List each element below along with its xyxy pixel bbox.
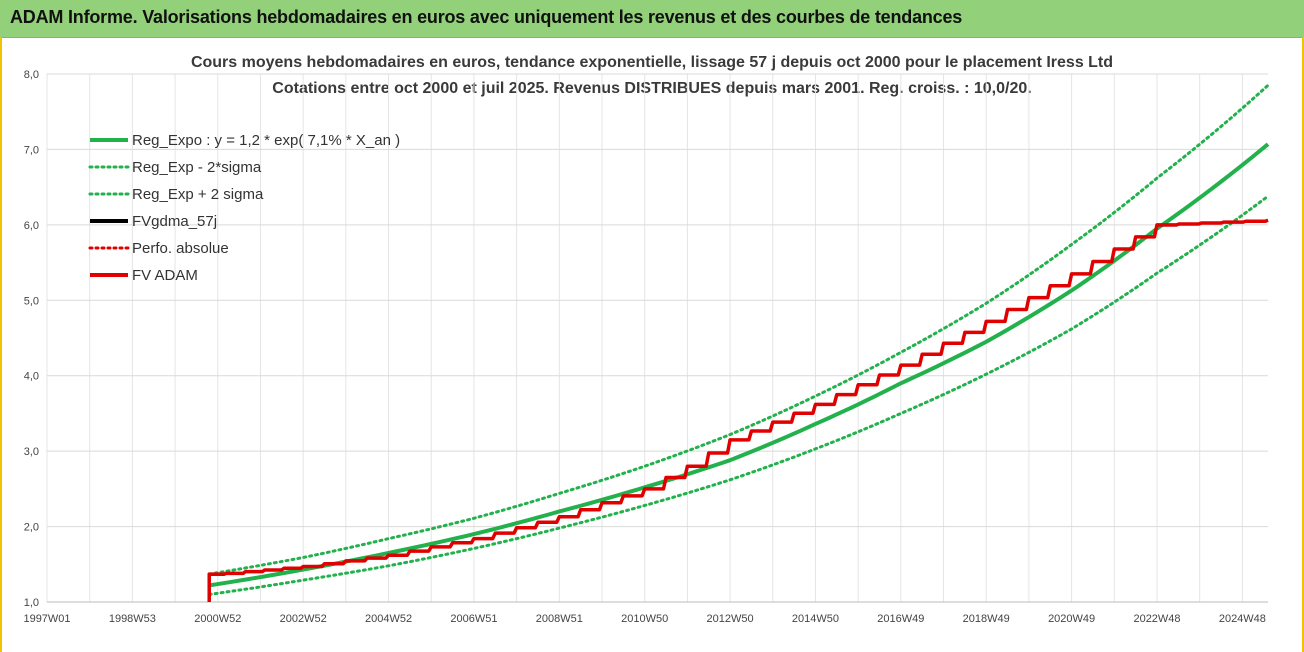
x-tick-label: 2020W49 bbox=[1048, 613, 1095, 625]
x-tick-label: 2000W52 bbox=[194, 613, 241, 625]
x-tick-label: 2018W49 bbox=[963, 613, 1010, 625]
chart-subtitle: Cotations entre oct 2000 et juil 2025. R… bbox=[272, 80, 1032, 97]
y-tick-label: 6,0 bbox=[24, 220, 39, 232]
series-line-reg_exp bbox=[207, 83, 1270, 576]
x-tick-label: 2010W50 bbox=[621, 613, 668, 625]
x-tick-label: 2016W49 bbox=[877, 613, 924, 625]
legend-label: Reg_Expo : y = 1,2 * exp( 7,1% * X_an ) bbox=[132, 132, 400, 149]
x-tick-label: 2022W48 bbox=[1133, 613, 1180, 625]
series-line-reg_exp bbox=[207, 194, 1270, 596]
legend-label: FVgdma_57j bbox=[132, 213, 217, 230]
series-line-fvgdma_57j bbox=[208, 219, 1269, 599]
chart-title: Cours moyens hebdomadaires en euros, ten… bbox=[190, 54, 1114, 71]
x-tick-label: 2024W48 bbox=[1219, 613, 1266, 625]
y-tick-label: 5,0 bbox=[24, 295, 39, 307]
chart-area bbox=[0, 37, 1304, 652]
x-tick-label: 2006W51 bbox=[450, 613, 497, 625]
x-tick-label: 1997W01 bbox=[23, 613, 70, 625]
legend-label: Reg_Exp + 2 sigma bbox=[132, 186, 264, 203]
legend-label: Perfo. absolue bbox=[132, 240, 229, 257]
y-tick-label: 2,0 bbox=[24, 522, 39, 534]
x-tick-label: 2002W52 bbox=[280, 613, 327, 625]
legend-label: Reg_Exp - 2*sigma bbox=[132, 159, 262, 176]
legend-label: FV ADAM bbox=[132, 267, 198, 284]
x-tick-label: 2014W50 bbox=[792, 613, 839, 625]
x-tick-label: 2004W52 bbox=[365, 613, 412, 625]
series-line-reg_expo bbox=[208, 142, 1270, 588]
series-line-fv bbox=[207, 218, 1269, 602]
y-tick-label: 1,0 bbox=[24, 597, 39, 609]
y-tick-label: 3,0 bbox=[24, 446, 39, 458]
y-tick-label: 7,0 bbox=[24, 144, 39, 156]
y-tick-label: 8,0 bbox=[24, 69, 39, 81]
x-tick-label: 2012W50 bbox=[707, 613, 754, 625]
x-tick-label: 2008W51 bbox=[536, 613, 583, 625]
report-title: ADAM Informe. Valorisations hebdomadaire… bbox=[10, 7, 963, 27]
report-banner: ADAM Informe. Valorisations hebdomadaire… bbox=[0, 0, 1304, 38]
y-tick-label: 4,0 bbox=[24, 371, 39, 383]
x-tick-label: 1998W53 bbox=[109, 613, 156, 625]
